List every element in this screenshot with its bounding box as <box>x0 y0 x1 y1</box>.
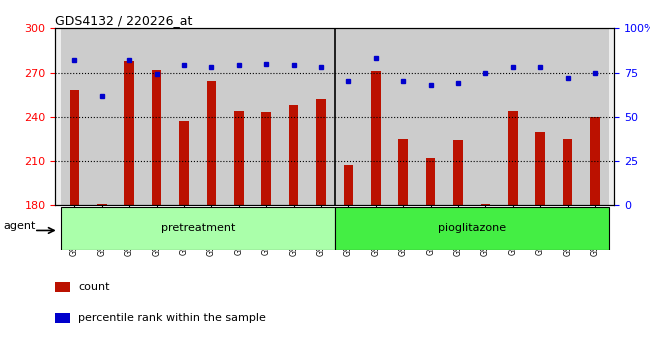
Text: pioglitazone: pioglitazone <box>437 223 506 233</box>
Bar <box>590 117 600 205</box>
Text: agent: agent <box>3 221 36 231</box>
Bar <box>124 61 134 205</box>
Bar <box>179 121 189 205</box>
Bar <box>344 166 353 205</box>
Bar <box>499 28 526 205</box>
Bar <box>508 111 517 205</box>
Bar <box>280 28 307 205</box>
Bar <box>207 81 216 205</box>
Bar <box>453 141 463 205</box>
Bar <box>225 28 253 205</box>
Bar <box>426 158 436 205</box>
Text: percentile rank within the sample: percentile rank within the sample <box>78 313 266 323</box>
Bar <box>55 282 70 292</box>
Bar <box>371 71 381 205</box>
Bar <box>398 139 408 205</box>
Bar <box>526 28 554 205</box>
Bar <box>417 28 445 205</box>
Bar <box>472 28 499 205</box>
Bar <box>563 139 573 205</box>
Text: pretreatment: pretreatment <box>161 223 235 233</box>
Bar <box>480 204 490 205</box>
Bar <box>289 105 298 205</box>
Bar <box>554 28 581 205</box>
Bar <box>60 28 88 205</box>
Bar <box>70 90 79 205</box>
Bar <box>445 28 472 205</box>
Text: GDS4132 / 220226_at: GDS4132 / 220226_at <box>55 14 192 27</box>
Bar <box>60 207 335 250</box>
Bar <box>55 313 70 323</box>
Bar <box>234 111 244 205</box>
Bar <box>362 28 389 205</box>
Bar <box>389 28 417 205</box>
Bar <box>97 204 107 205</box>
Bar <box>116 28 143 205</box>
Bar <box>581 28 609 205</box>
Bar <box>198 28 225 205</box>
Bar <box>152 70 161 205</box>
Bar <box>170 28 198 205</box>
Bar <box>317 99 326 205</box>
Bar <box>335 28 362 205</box>
Bar <box>88 28 116 205</box>
Text: count: count <box>78 282 109 292</box>
Bar <box>335 207 609 250</box>
Bar <box>253 28 280 205</box>
Bar <box>143 28 170 205</box>
Bar <box>261 113 271 205</box>
Bar <box>307 28 335 205</box>
Bar <box>536 132 545 205</box>
